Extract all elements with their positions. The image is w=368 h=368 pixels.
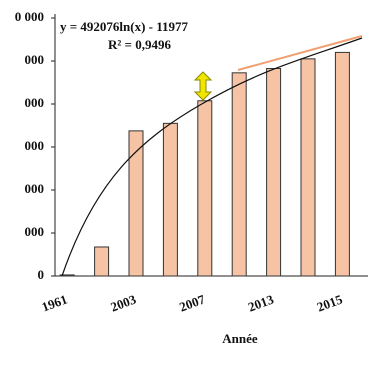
x-tick-label: 2013 <box>246 291 276 314</box>
x-tick-label: 1961 <box>40 292 70 315</box>
r-squared: R² = 0,9496 <box>108 37 171 52</box>
y-tick-label: 000 <box>25 52 45 67</box>
bar <box>266 68 282 277</box>
bar <box>59 274 75 277</box>
bar <box>197 100 213 277</box>
bar <box>162 122 178 277</box>
bar <box>300 58 316 277</box>
y-tick-label: 000 <box>25 95 45 110</box>
y-tick-label: 000 <box>25 181 45 196</box>
bar <box>334 51 350 277</box>
equation: y = 492076ln(x) - 11977 <box>60 19 189 34</box>
x-axis-title: Année <box>222 331 258 346</box>
orange-line <box>237 35 363 71</box>
y-tick-label: 000 <box>25 138 45 153</box>
bar <box>128 130 144 277</box>
y-tick-label: 000 <box>25 224 45 239</box>
x-tick-label: 2015 <box>315 291 345 314</box>
trend-curve <box>61 37 363 277</box>
y-tick-label: 0 <box>38 267 45 282</box>
double-arrow <box>193 71 213 101</box>
x-tick-label: 2007 <box>177 291 207 314</box>
bar <box>94 246 110 277</box>
y-tick-label: 0 000 <box>15 9 44 24</box>
x-tick-label: 2003 <box>108 291 138 314</box>
bar <box>231 72 247 277</box>
